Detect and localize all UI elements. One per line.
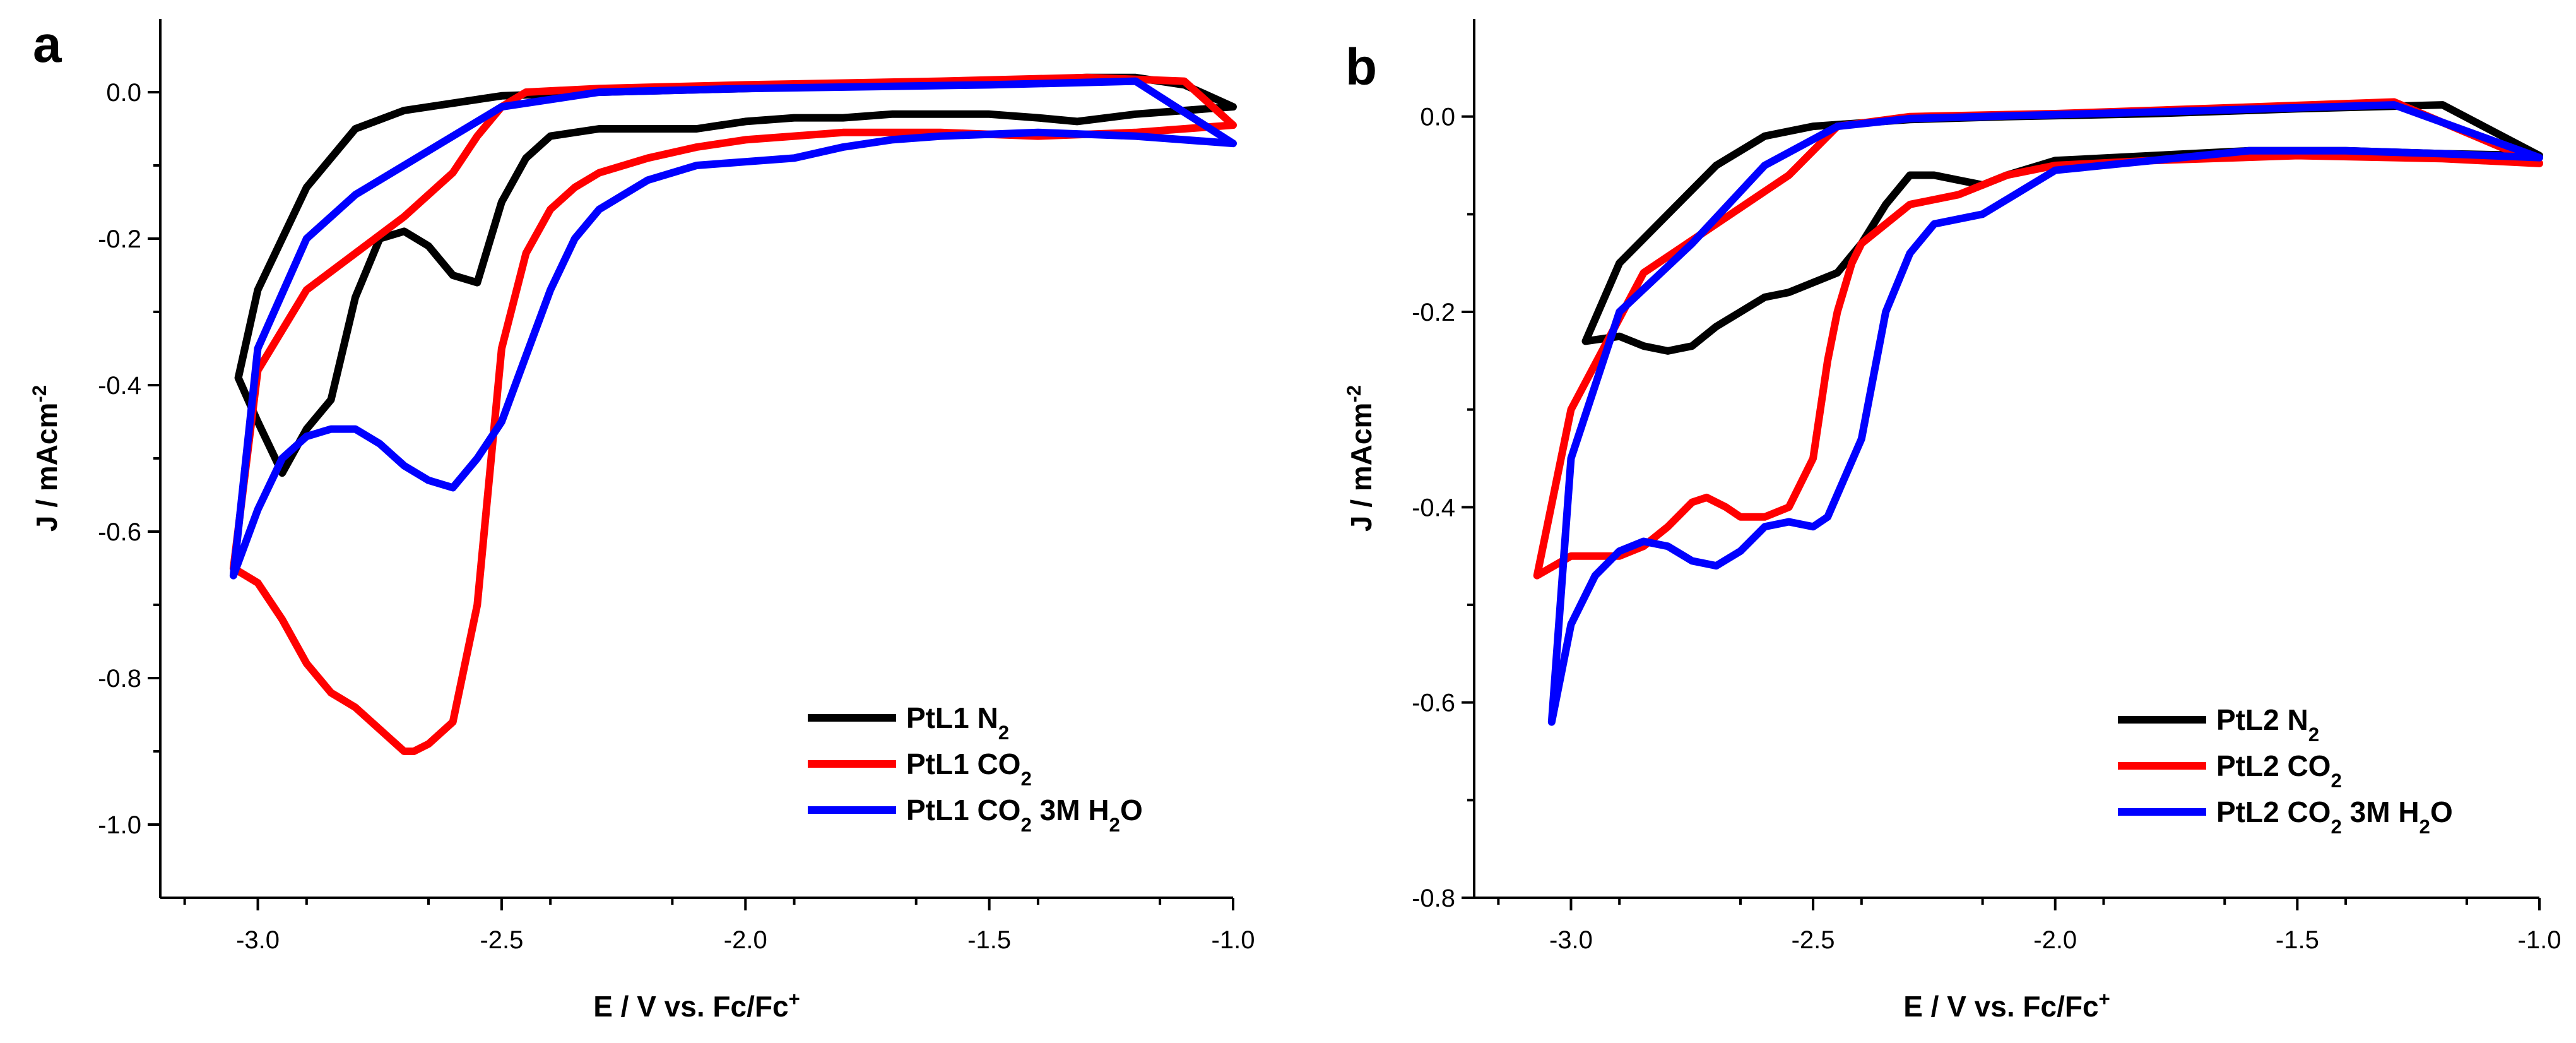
legend-label-1: PtL1 N2 [906, 701, 1009, 744]
y-tick-label: -1.0 [98, 811, 141, 839]
y-tick-label: -0.6 [1412, 689, 1455, 717]
x-tick-label: -3.0 [1549, 926, 1593, 954]
y-tick-label: -0.8 [1412, 885, 1455, 912]
x-tick-label: -1.0 [1212, 926, 1255, 954]
y-axis-title: J / mAcm-2 [1343, 385, 1378, 532]
series-curve-2 [1533, 98, 2543, 580]
legend-label-1: PtL2 N2 [2216, 703, 2319, 746]
y-tick-label: 0.0 [106, 79, 141, 107]
x-tick-label: -2.5 [1792, 926, 1835, 954]
x-tick-label: -2.5 [480, 926, 523, 954]
y-tick-label: -0.4 [98, 372, 141, 400]
y-tick-label: -0.2 [1412, 299, 1455, 326]
x-tick-label: -3.0 [236, 926, 280, 954]
series-curve-1 [1581, 101, 2543, 355]
x-tick-label: -1.5 [2276, 926, 2319, 954]
y-axis-title: J / mAcm-2 [28, 385, 64, 532]
legend-label-3: PtL2 CO2 3M H2O [2216, 796, 2453, 838]
panel-b-chart: b -3.0 -2.5 -2.0 -1.5 -1.0 0.0 -0.2 -0.4 -0.6 -0.8… [1343, 19, 2561, 1023]
panel-letter: b [1345, 39, 1377, 96]
panel-a-chart: a -3.0 -2.5 -2.0 -1.5 -1.0 0.0 -0.2 -0.4 -0.6 -0.8… [28, 16, 1255, 1023]
series-curve-2 [229, 73, 1237, 755]
x-tick-label: -2.0 [724, 926, 767, 954]
x-tick-label: -2.0 [2033, 926, 2077, 954]
series-curve-3 [1547, 101, 2543, 726]
x-tick-label: -1.5 [967, 926, 1011, 954]
y-tick-label: 0.0 [1420, 104, 1455, 131]
panel-letter: a [33, 16, 62, 73]
y-tick-label: -0.4 [1412, 494, 1455, 522]
y-tick-label: -0.8 [98, 665, 141, 693]
legend-label-2: PtL1 CO2 [906, 748, 1032, 790]
x-axis-title: E / V vs. Fc/Fc+ [593, 988, 800, 1023]
legend-label-3: PtL1 CO2 3M H2O [906, 794, 1143, 836]
x-axis-title: E / V vs. Fc/Fc+ [1903, 988, 2110, 1023]
x-tick-label: -1.0 [2518, 926, 2561, 954]
legend-label-2: PtL2 CO2 [2216, 749, 2342, 792]
series-curve-3 [229, 77, 1237, 580]
y-tick-label: -0.6 [98, 518, 141, 546]
y-tick-label: -0.2 [98, 225, 141, 253]
